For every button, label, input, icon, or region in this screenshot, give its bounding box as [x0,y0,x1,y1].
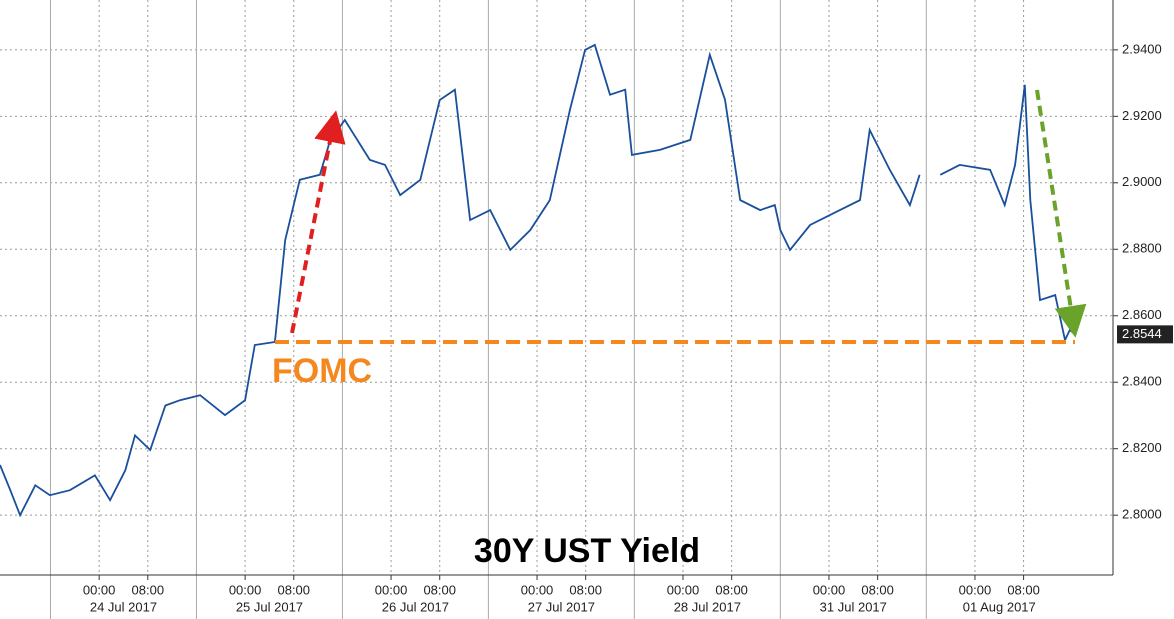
x-tick-label: 08:00 [423,582,456,597]
y-tick-label: 2.9000 [1122,174,1162,189]
x-tick-label: 08:00 [1007,582,1040,597]
y-tick-label: 2.8200 [1122,440,1162,455]
y-tick-label: 2.8400 [1122,374,1162,389]
x-tick-label: 00:00 [229,582,262,597]
chart-title: 30Y UST Yield [474,532,700,570]
axis-labels: 2.8000 2.8200 2.8400 2.8600 2.8800 2.9000 2.92… [83,41,1173,614]
y-tick-label: 2.8600 [1122,307,1162,322]
x-tick-label: 00:00 [521,582,554,597]
last-value-box [1117,325,1173,344]
x-tick-label: 08:00 [861,582,894,597]
x-tick-label: 08:00 [277,582,310,597]
x-tick-label: 08:00 [132,582,165,597]
yield-line [0,43,921,518]
date-label: 25 Jul 2017 [236,599,303,614]
date-label: 01 Aug 2017 [963,599,1036,614]
x-tick-label: 08:00 [569,582,602,597]
date-label: 27 Jul 2017 [528,599,595,614]
fall-arrow [1035,89,1087,338]
fomc-label: FOMC [272,352,372,390]
yield-line [939,84,1076,343]
x-tick-label: 00:00 [813,582,846,597]
last-value-label: 2.8544 [1122,326,1162,341]
x-tick-label: 00:00 [667,582,700,597]
y-tick-label: 2.8800 [1122,241,1162,256]
date-label: 26 Jul 2017 [382,599,449,614]
date-label: 28 Jul 2017 [674,599,741,614]
date-label: 24 Jul 2017 [90,599,157,614]
grid [0,0,1118,619]
rise-arrow [290,110,346,334]
line-layer [0,43,1076,518]
date-label: 31 Jul 2017 [820,599,887,614]
y-tick-label: 2.9400 [1122,41,1162,56]
x-tick-label: 00:00 [959,582,992,597]
x-tick-label: 08:00 [715,582,748,597]
x-tick-label: 00:00 [375,582,408,597]
y-tick-label: 2.9200 [1122,108,1162,123]
y-tick-label: 2.8000 [1122,507,1162,522]
x-tick-label: 00:00 [83,582,116,597]
